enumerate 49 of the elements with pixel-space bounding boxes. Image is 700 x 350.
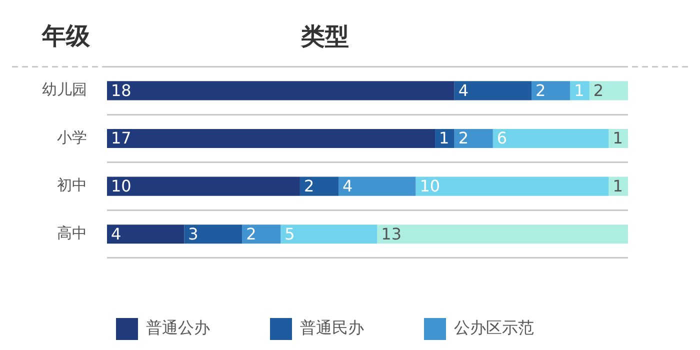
data-label: 2 [593,80,604,100]
bar [107,81,454,100]
bar [300,176,339,196]
bar [377,224,628,244]
data-label: 4 [458,80,469,100]
y-tick-label: 幼儿园 [42,80,87,99]
data-label: 10 [111,176,132,196]
bar [280,224,378,244]
bar [570,81,590,100]
legend-label: 公办区示范 [454,318,534,338]
bar [454,81,532,100]
bar [492,128,609,148]
bar [107,128,436,148]
bar [107,176,300,196]
data-label: 2 [246,224,256,244]
y-tick-label: 小学 [57,128,87,146]
y-tick-label: 高中 [57,224,87,242]
legend-label: 普通公办 [146,318,210,338]
data-label: 3 [188,224,198,244]
y-tick-label: 初中 [57,176,87,194]
data-label: 18 [111,80,132,100]
data-label: 10 [420,176,440,196]
data-label: 5 [284,224,295,244]
bar [416,176,609,196]
bar [589,81,628,100]
bar [184,224,242,244]
data-label: 2 [536,80,546,100]
bar [608,176,628,196]
data-label: 1 [574,80,584,100]
legend-label: 普通民办 [300,318,364,338]
bar [532,81,570,100]
bar [454,128,493,148]
data-label: 1 [612,128,623,148]
data-label: 13 [381,224,402,244]
chart-title: 类型 [300,22,349,51]
bar [107,224,184,244]
y-axis-title: 年级 [41,22,91,50]
data-label: 6 [496,128,508,148]
bar [435,128,454,148]
data-label: 4 [111,224,122,244]
bar [338,176,416,196]
bar [242,224,281,244]
bar [608,128,628,148]
data-label: 2 [458,128,469,148]
data-label: 17 [111,128,132,148]
data-label: 1 [612,176,623,196]
data-label: 1 [439,128,450,148]
data-label: 2 [304,176,314,196]
data-label: 4 [342,176,353,196]
